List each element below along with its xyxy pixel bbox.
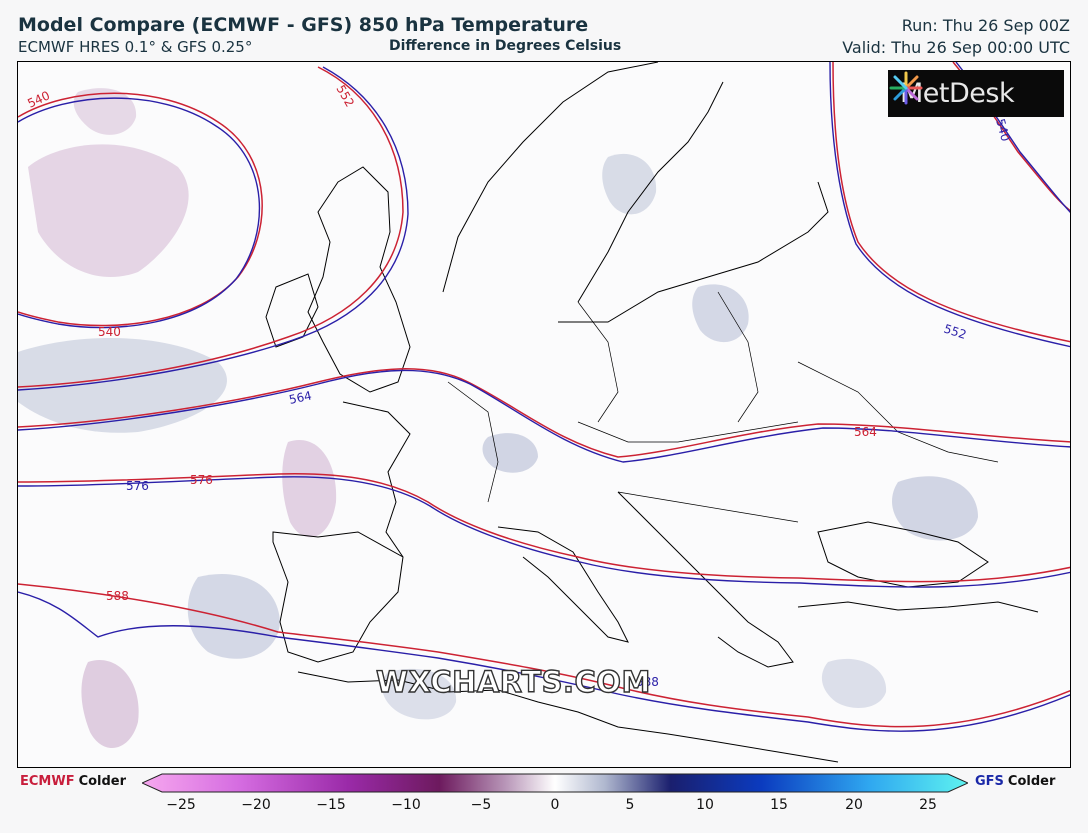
coast-north-africa <box>297 671 839 763</box>
contours-gfs <box>18 62 1070 732</box>
label-gfs-552: 552 <box>942 322 968 342</box>
coastlines <box>265 62 1039 763</box>
shade-bay-of-biscay <box>282 440 337 538</box>
label-gfs-540: 540 <box>993 117 1012 143</box>
metdesk-burst-icon <box>889 71 923 105</box>
gfs-552-east <box>829 62 1070 348</box>
map-canvas: 540 552 540 564 576 588 564 576 588 552 … <box>18 62 1070 763</box>
coast-france-west <box>342 401 411 558</box>
colorbar-tick: −10 <box>391 797 421 813</box>
contours-ecmwf <box>18 62 1070 728</box>
watermark: WXCHARTS.COM <box>375 664 651 699</box>
gfs-576 <box>18 476 1070 588</box>
coast-iberia <box>272 531 404 663</box>
ecmwf-552-east <box>832 62 1070 343</box>
legend-right-model: GFS <box>975 774 1004 789</box>
coast-turkey <box>797 601 1039 613</box>
metdesk-logo: MetDesk <box>888 70 1064 117</box>
colorbar <box>142 773 968 793</box>
colorbar-tick: 20 <box>845 797 863 813</box>
ecmwf-552-ring <box>18 66 404 388</box>
colorbar-tick: 25 <box>919 797 937 813</box>
gfs-552-ring <box>18 66 409 391</box>
gfs-564 <box>18 369 1070 463</box>
label-ecmwf-588: 588 <box>106 589 129 603</box>
colorbar-tick: 5 <box>625 797 635 813</box>
label-ecmwf-576: 576 <box>190 473 213 487</box>
border-germany-poland <box>577 301 619 423</box>
legend-left-label: ECMWF Colder <box>20 774 126 789</box>
coast-baltic <box>558 181 829 323</box>
colorbar-tick: 15 <box>770 797 788 813</box>
run-time: Run: Thu 26 Sep 00Z <box>901 16 1070 35</box>
colorbar-tick: 0 <box>550 797 560 813</box>
difference-label: Difference in Degrees Celsius <box>389 38 622 54</box>
border-ukraine <box>797 361 999 463</box>
valid-time: Valid: Thu 26 Sep 00:00 UTC <box>842 38 1070 57</box>
coast-norway <box>442 62 659 293</box>
map-panel: 540 552 540 564 576 588 564 576 588 552 … <box>17 61 1071 768</box>
legend-right-label: GFS Colder <box>975 774 1055 789</box>
colorbar-tick: −25 <box>166 797 196 813</box>
shade-poland <box>692 284 749 343</box>
shade-atlantic-north <box>28 144 189 278</box>
border-danube <box>617 491 799 523</box>
label-ecmwf-540-b: 540 <box>98 325 121 339</box>
chart-title: Model Compare (ECMWF - GFS) 850 hPa Temp… <box>18 14 589 36</box>
ecmwf-588 <box>18 583 1070 728</box>
coast-uk <box>307 166 411 393</box>
border-poland-east <box>717 291 759 423</box>
shade-mediterranean <box>382 668 457 720</box>
coast-black-sea <box>817 521 989 588</box>
colorbar-tick: −20 <box>241 797 271 813</box>
shade-atlantic-mid <box>18 338 227 433</box>
coast-balkans-greece <box>617 491 794 668</box>
legend-right-word: Colder <box>1007 774 1056 789</box>
legend-left-model: ECMWF <box>20 774 75 789</box>
label-gfs-564: 564 <box>288 388 313 406</box>
label-ecmwf-552-a: 552 <box>333 83 357 110</box>
colorbar-ticks: −25 −20 −15 −10 −5 0 5 10 15 20 25 <box>0 797 1088 817</box>
difference-shading <box>18 88 978 749</box>
shade-ukraine <box>892 476 978 541</box>
label-gfs-588: 588 <box>636 675 659 689</box>
label-ecmwf-564: 564 <box>854 425 877 439</box>
shade-atlantic-south <box>81 660 139 749</box>
label-gfs-576: 576 <box>126 479 149 493</box>
coast-sweden <box>577 81 724 303</box>
colorbar-tick: −15 <box>316 797 346 813</box>
shade-turkey <box>821 658 887 708</box>
shade-alps <box>482 433 538 473</box>
shade-iberia-west <box>187 574 280 659</box>
ecmwf-564 <box>18 368 1070 458</box>
legend-left-word: Colder <box>78 774 127 789</box>
logo-text: MetDesk <box>900 78 1015 109</box>
gfs-540-ring <box>18 97 261 329</box>
border-france-germany <box>447 381 499 503</box>
gfs-588 <box>18 591 1070 732</box>
shade-sweden <box>602 153 657 215</box>
border-central <box>577 421 799 443</box>
ecmwf-576 <box>18 473 1070 583</box>
coast-italy <box>497 526 629 643</box>
colorbar-tick: 10 <box>696 797 714 813</box>
chart-subtitle: ECMWF HRES 0.1° & GFS 0.25° <box>18 38 253 56</box>
ecmwf-540-ring <box>18 92 263 327</box>
colorbar-tick: −5 <box>470 797 492 813</box>
colorbar-gradient <box>142 773 968 793</box>
